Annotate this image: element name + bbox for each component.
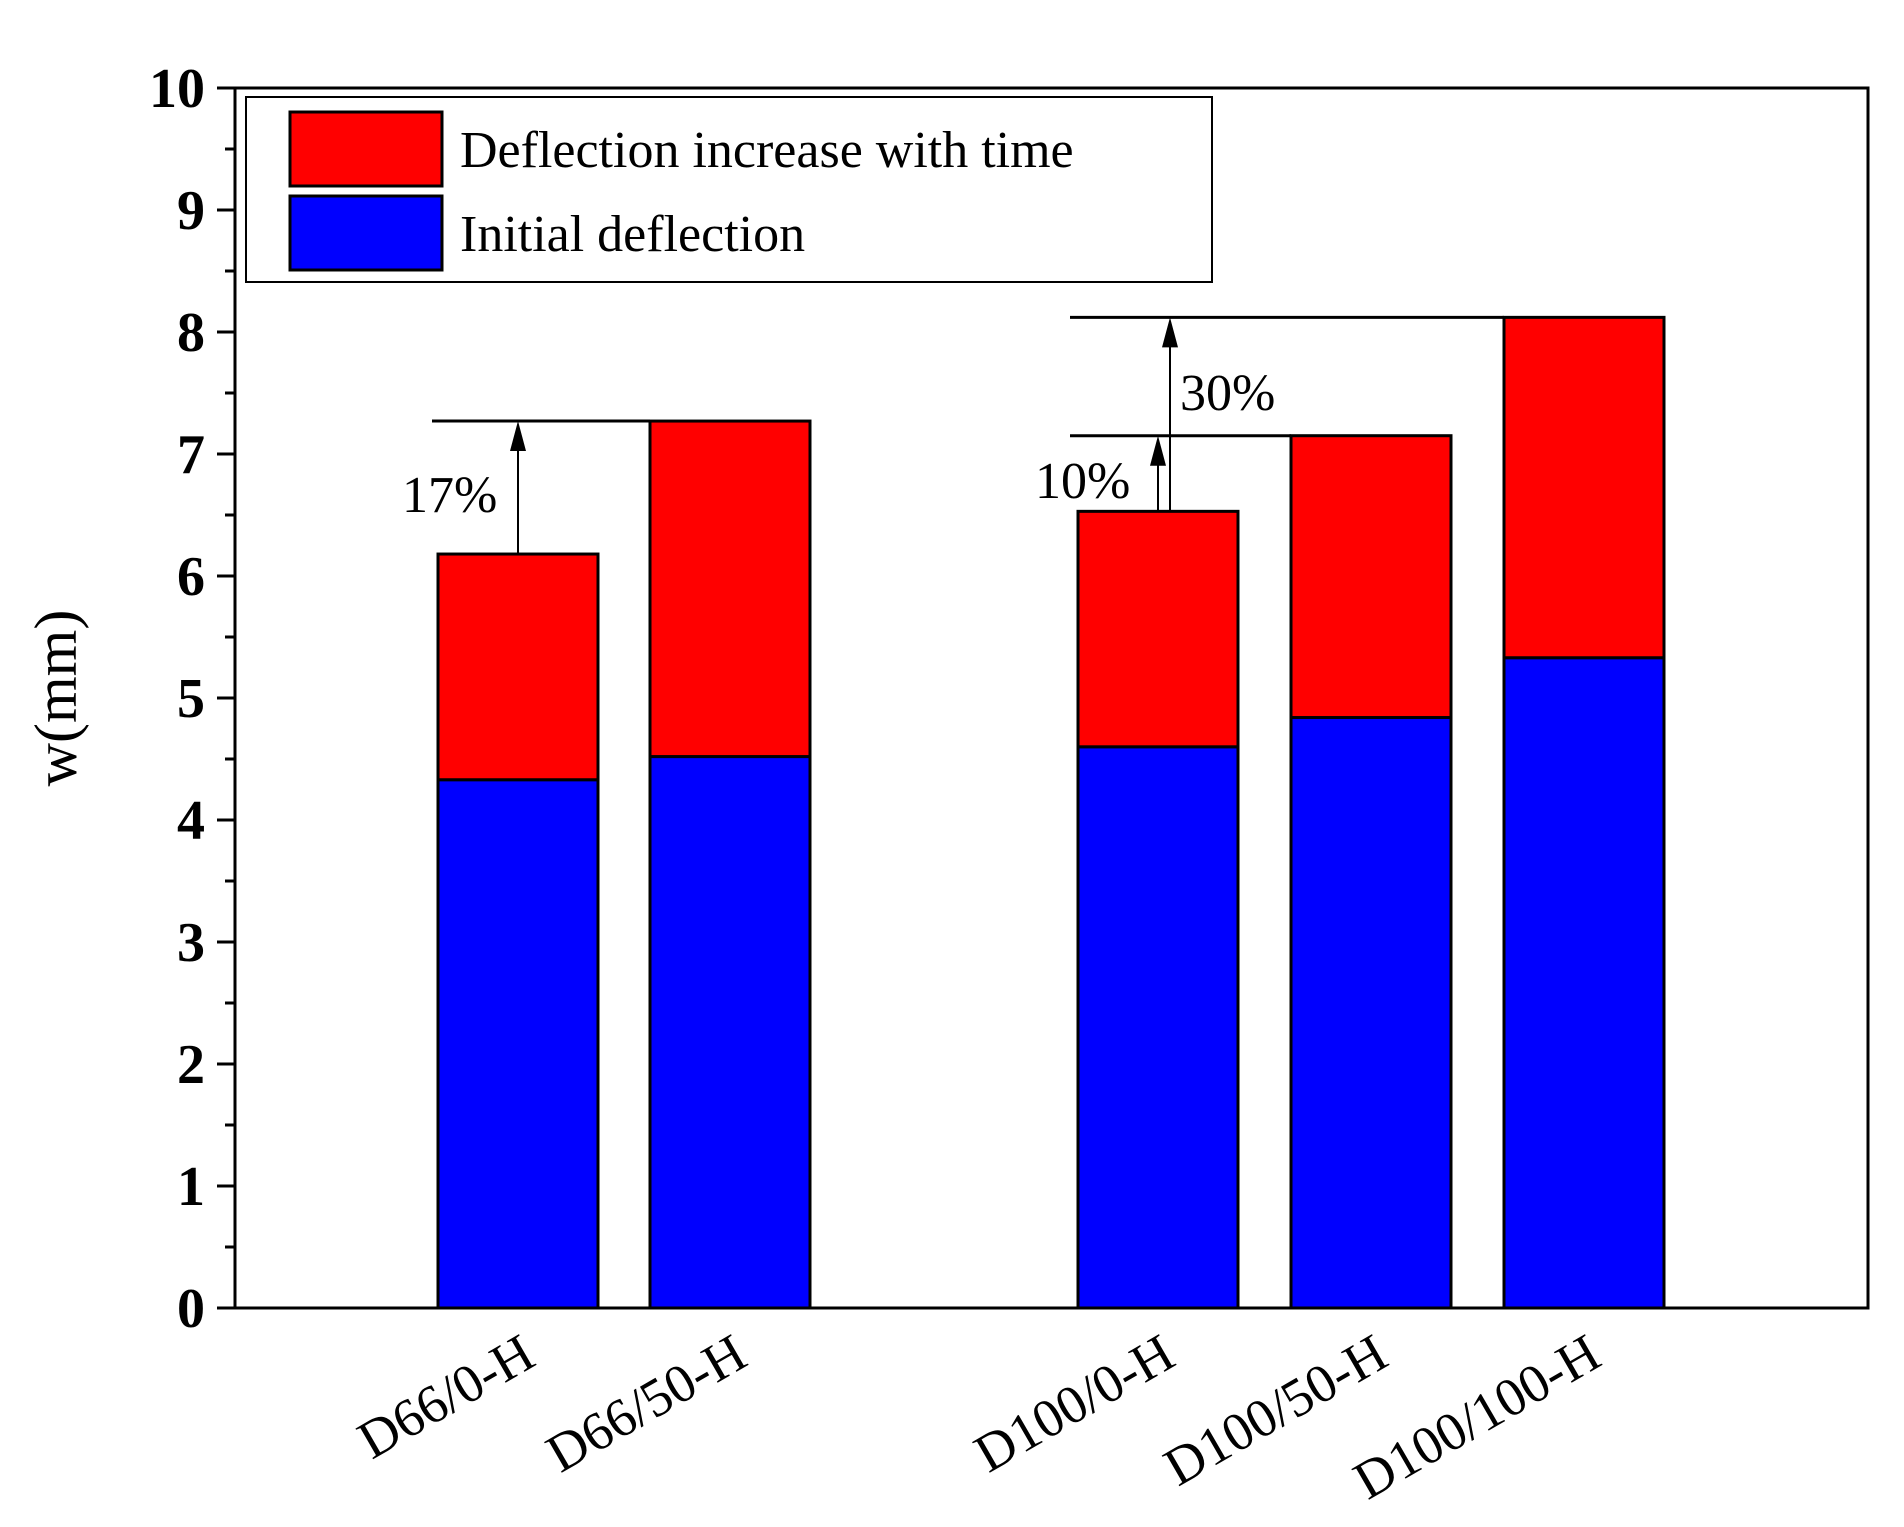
y-tick-label: 6: [177, 546, 205, 608]
bar-initial-deflection-2: [1076, 745, 1240, 1310]
legend-label: Deflection increase with time: [460, 122, 1074, 179]
y-tick-labels: 0 1 2 3 4 5 6 7 8 9 10: [149, 58, 205, 1340]
bar-deflection-increase-with-time-1: [648, 419, 812, 759]
y-tick-label: 8: [177, 302, 205, 364]
bar-deflection-increase-with-time-3: [1289, 434, 1453, 720]
annotation-percent-label: 17%: [402, 467, 497, 524]
y-tick-label: 10: [149, 58, 205, 120]
annotations-group: 17% 10% 30%: [402, 315, 1504, 555]
bar-initial-deflection-4: [1502, 656, 1666, 1310]
bar-initial-deflection-1: [648, 755, 812, 1310]
y-tick-label: 1: [177, 1156, 205, 1218]
y-tick-label: 5: [177, 668, 205, 730]
y-tick-label: 0: [177, 1278, 205, 1340]
bar-deflection-increase-with-time-2: [1076, 509, 1240, 749]
y-axis-title: w(mm): [23, 610, 89, 787]
bar-initial-deflection-3: [1289, 716, 1453, 1310]
legend-swatch: [288, 110, 444, 188]
y-axis-ticks: [217, 86, 235, 1310]
legend-swatch: [288, 194, 444, 272]
y-tick-label: 4: [177, 790, 205, 852]
y-tick-label: 9: [177, 180, 205, 242]
annotation-arrow-head: [510, 421, 526, 452]
bar-initial-deflection-0: [436, 778, 600, 1310]
annotation-percent-label: 30%: [1180, 365, 1275, 422]
annotation-arrow-head: [1162, 317, 1178, 348]
bars-group: [436, 315, 1666, 1310]
y-tick-label: 2: [177, 1034, 205, 1096]
legend: Deflection increase with time Initial def…: [245, 96, 1213, 283]
y-tick-label: 3: [177, 912, 205, 974]
legend-label: Initial deflection: [460, 206, 805, 263]
y-tick-label: 7: [177, 424, 205, 486]
bar-deflection-increase-with-time-0: [436, 552, 600, 782]
plot-frame: [233, 86, 1870, 1310]
annotation-arrow-head: [1150, 435, 1166, 466]
annotation-percent-label: 10%: [1035, 453, 1130, 510]
bar-deflection-increase-with-time-4: [1502, 315, 1666, 660]
